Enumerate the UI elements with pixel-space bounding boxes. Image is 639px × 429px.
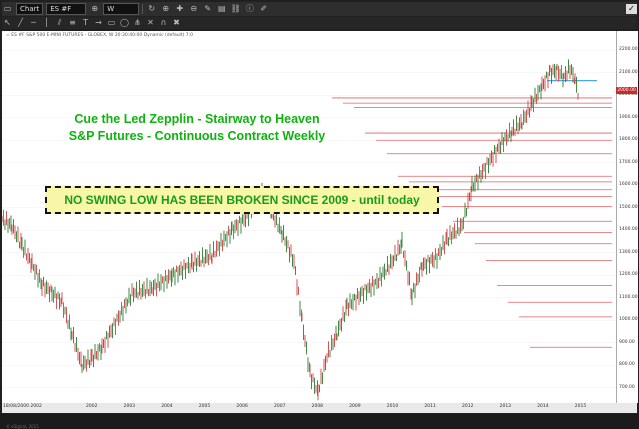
year-tick-label: 2014 [537, 404, 549, 409]
price-tick-label: 1600.00 [619, 182, 638, 188]
price-tick-label: 1000.00 [619, 317, 638, 323]
price-plot [2, 50, 616, 401]
symbol-search-icon[interactable]: ⊕ [91, 4, 99, 13]
price-tick-label: 1700.00 [619, 159, 638, 165]
year-tick-label: 2009 [349, 404, 361, 409]
price-chart[interactable]: = ES #F S&P 500 E-MINI FUTURES - GLOBEX,… [2, 31, 616, 429]
price-tick-label: 1500.00 [619, 204, 638, 210]
rectangle-tool-icon[interactable]: ▭ [107, 18, 116, 27]
price-tick-label: 1400.00 [619, 227, 638, 233]
year-tick-label: 2006 [236, 404, 248, 409]
chart-headline: Cue the Led Zepplin - Stairway to Heaven… [52, 111, 342, 145]
drawing-toolbar: ↖ ╱ ─ │ ⫽ ≡ T → ▭ ◯ ⋔ ✕ ∩ ✖ [2, 17, 637, 29]
toolbar-separator [142, 4, 144, 14]
callout-box: NO SWING LOW HAS BEEN BROKEN SINCE 2009 … [45, 186, 439, 214]
link-icon[interactable]: ⛓ [230, 4, 241, 13]
year-tick-label: 2007 [274, 404, 286, 409]
info-icon[interactable]: ⓘ [245, 4, 254, 13]
price-axis[interactable]: 2200.00 2100.00 2000.00 1900.00 1800.00 1700.… [616, 31, 638, 403]
main-toolbar: ▭ Chart ES #F ⊕ W ↻ ⊕ ✚ ⊖ ✎ ▤ ⛓ ⓘ ✐ ✓ [2, 2, 637, 16]
arrow-tool-icon[interactable]: → [95, 18, 102, 27]
lock-icon[interactable]: ✓ [626, 4, 637, 14]
year-tick-label: 2011 [424, 404, 436, 409]
price-tick-label: 700.00 [619, 384, 635, 390]
price-tick-label: 1900.00 [619, 114, 638, 120]
refresh-icon[interactable]: ↻ [148, 4, 156, 13]
copyright-text: © eSignal, 2015 [6, 424, 39, 429]
price-tick-label: 800.00 [619, 362, 635, 368]
year-tick-label: 2002 [86, 404, 98, 409]
ellipse-tool-icon[interactable]: ◯ [120, 18, 129, 27]
headline-line-1: Cue the Led Zepplin - Stairway to Heaven [74, 112, 320, 126]
edit-icon[interactable]: ✐ [260, 4, 268, 13]
price-tick-label: 2100.00 [619, 69, 638, 75]
delete-drawing-icon[interactable]: ✖ [173, 18, 180, 27]
vline-icon[interactable]: │ [44, 18, 49, 27]
current-price-tag: 2000.00 [616, 87, 637, 94]
price-tick-label: 1800.00 [619, 137, 638, 143]
fibonacci-icon[interactable]: ≡ [69, 18, 76, 27]
year-tick-label: 2008 [311, 404, 324, 409]
zoom-in-icon[interactable]: ⊕ [162, 4, 170, 13]
price-tick-label: 1100.00 [619, 294, 638, 300]
time-axis[interactable]: 18/08/2000 2002 2002 2003 2004 2005 2006 2007… [2, 403, 637, 413]
text-tool-icon[interactable]: T [83, 18, 88, 27]
year-tick-label: 2015 [574, 404, 587, 409]
zoom-out-icon[interactable]: ⊖ [190, 4, 198, 13]
price-tick-label: 2200.00 [619, 47, 638, 53]
interval-input[interactable]: W [103, 3, 140, 15]
hline-icon[interactable]: ─ [31, 18, 36, 27]
cursor-icon[interactable]: ↖ [4, 18, 11, 27]
year-tick-label: 2004 [161, 404, 173, 409]
pitchfork-icon[interactable]: ⋔ [134, 18, 141, 27]
callout-text: NO SWING LOW HAS BEEN BROKEN SINCE 2009 … [64, 193, 420, 207]
chart-type-label[interactable]: Chart [16, 3, 44, 15]
date-label: 18/08/2000 2002 [3, 404, 42, 409]
properties-icon[interactable]: ✎ [204, 4, 212, 13]
trendline-icon[interactable]: ╱ [18, 18, 23, 27]
price-tick-label: 900.00 [619, 339, 635, 345]
price-tick-label: 1200.00 [619, 272, 638, 278]
year-tick-label: 2013 [499, 404, 512, 409]
channel-icon[interactable]: ⫽ [57, 18, 62, 27]
headline-line-2: S&P Futures - Continuous Contract Weekly [68, 129, 326, 143]
price-tick-label: 1300.00 [619, 249, 638, 255]
price-tick-label: 2000.00 [619, 92, 638, 98]
year-tick-label: 2010 [386, 404, 399, 409]
year-tick-label: 2005 [198, 404, 211, 409]
magnet-icon[interactable]: ∩ [160, 18, 167, 27]
crosshair-icon[interactable]: ✚ [176, 4, 184, 13]
symbol-input[interactable]: ES #F [46, 3, 87, 15]
year-tick-label: 2003 [123, 404, 136, 409]
chart-info-line: = ES #F S&P 500 E-MINI FUTURES - GLOBEX,… [6, 33, 193, 38]
gann-icon[interactable]: ✕ [147, 18, 154, 27]
year-tick-label: 2012 [462, 404, 474, 409]
template-icon[interactable]: ▤ [217, 4, 226, 13]
new-chart-icon[interactable]: ▭ [3, 4, 12, 13]
